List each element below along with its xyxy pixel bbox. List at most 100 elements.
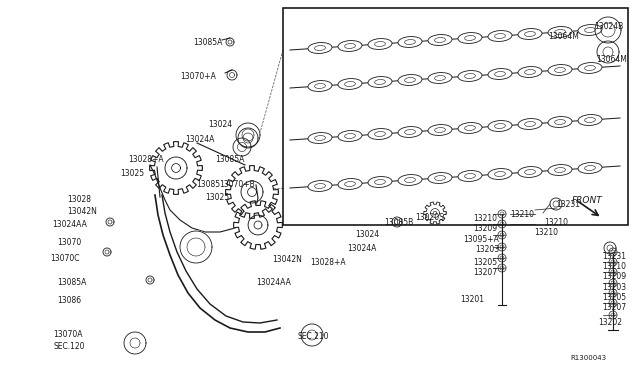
- Ellipse shape: [338, 131, 362, 141]
- Text: 13028+A: 13028+A: [128, 155, 164, 164]
- Text: 13205: 13205: [602, 293, 626, 302]
- Text: 13024B: 13024B: [594, 22, 623, 31]
- Polygon shape: [597, 41, 619, 63]
- Text: 13025: 13025: [205, 193, 229, 202]
- Text: 13231: 13231: [556, 200, 580, 209]
- Polygon shape: [609, 311, 617, 319]
- Ellipse shape: [548, 64, 572, 76]
- Text: 13070+A: 13070+A: [180, 72, 216, 81]
- Text: 13086: 13086: [57, 296, 81, 305]
- Ellipse shape: [428, 125, 452, 135]
- Ellipse shape: [548, 26, 572, 38]
- Ellipse shape: [458, 122, 482, 134]
- Ellipse shape: [488, 68, 512, 80]
- Ellipse shape: [308, 42, 332, 54]
- Ellipse shape: [368, 129, 392, 140]
- Text: 13085A: 13085A: [57, 278, 86, 287]
- Ellipse shape: [578, 163, 602, 173]
- Ellipse shape: [368, 39, 392, 49]
- Polygon shape: [550, 198, 562, 210]
- Text: 13025: 13025: [120, 169, 144, 178]
- Text: 13070: 13070: [57, 238, 81, 247]
- Polygon shape: [146, 276, 154, 284]
- Polygon shape: [498, 264, 506, 272]
- Polygon shape: [180, 231, 212, 263]
- Polygon shape: [609, 258, 617, 266]
- Polygon shape: [238, 128, 258, 148]
- Ellipse shape: [398, 126, 422, 138]
- Ellipse shape: [368, 77, 392, 87]
- Text: 13231: 13231: [602, 252, 626, 261]
- Polygon shape: [424, 202, 446, 224]
- Ellipse shape: [518, 119, 542, 129]
- Text: 13070+B: 13070+B: [219, 180, 255, 189]
- Polygon shape: [498, 243, 506, 251]
- Ellipse shape: [308, 132, 332, 144]
- Text: 13070A: 13070A: [53, 330, 83, 339]
- Ellipse shape: [458, 32, 482, 44]
- Text: 13085A: 13085A: [193, 38, 222, 47]
- Polygon shape: [498, 231, 506, 239]
- Text: 13028: 13028: [67, 195, 91, 204]
- Text: 13042N: 13042N: [67, 207, 97, 216]
- Ellipse shape: [488, 121, 512, 131]
- Ellipse shape: [338, 78, 362, 89]
- Ellipse shape: [548, 164, 572, 176]
- Text: 13095+A: 13095+A: [463, 235, 499, 244]
- Polygon shape: [124, 332, 146, 354]
- Text: 13201: 13201: [460, 295, 484, 304]
- Text: 13024AA: 13024AA: [256, 278, 291, 287]
- Ellipse shape: [398, 74, 422, 86]
- Polygon shape: [226, 166, 278, 218]
- Bar: [283, 8, 628, 225]
- Text: 13024A: 13024A: [185, 135, 214, 144]
- Text: 13210: 13210: [534, 228, 558, 237]
- Ellipse shape: [308, 180, 332, 192]
- Ellipse shape: [488, 31, 512, 41]
- Ellipse shape: [458, 170, 482, 182]
- Polygon shape: [609, 248, 617, 256]
- Ellipse shape: [578, 115, 602, 125]
- Ellipse shape: [428, 73, 452, 83]
- Text: 13024: 13024: [355, 230, 379, 239]
- Text: FRONT: FRONT: [572, 196, 603, 205]
- Ellipse shape: [578, 25, 602, 35]
- Text: 13024AA: 13024AA: [52, 220, 87, 229]
- Ellipse shape: [428, 35, 452, 45]
- Text: 13209: 13209: [602, 272, 626, 281]
- Text: 13085B: 13085B: [384, 218, 413, 227]
- Ellipse shape: [518, 67, 542, 77]
- Polygon shape: [609, 279, 617, 287]
- Ellipse shape: [428, 173, 452, 183]
- Polygon shape: [227, 70, 237, 80]
- Ellipse shape: [578, 62, 602, 73]
- Text: 13210: 13210: [510, 210, 534, 219]
- Ellipse shape: [338, 41, 362, 51]
- Text: 13085A: 13085A: [215, 155, 244, 164]
- Polygon shape: [392, 217, 402, 227]
- Polygon shape: [498, 220, 506, 228]
- Text: 13024: 13024: [208, 120, 232, 129]
- Polygon shape: [234, 201, 282, 249]
- Polygon shape: [498, 210, 506, 218]
- Polygon shape: [233, 138, 251, 156]
- Ellipse shape: [548, 116, 572, 128]
- Ellipse shape: [518, 29, 542, 39]
- Polygon shape: [236, 123, 260, 147]
- Text: 13207: 13207: [602, 303, 626, 312]
- Polygon shape: [301, 324, 323, 346]
- Ellipse shape: [368, 177, 392, 187]
- Text: 13209: 13209: [473, 224, 497, 233]
- Ellipse shape: [338, 179, 362, 189]
- Text: 13064M: 13064M: [548, 32, 579, 41]
- Text: R1300043: R1300043: [570, 355, 606, 361]
- Text: 13202: 13202: [598, 318, 622, 327]
- Text: 13207: 13207: [473, 268, 497, 277]
- Polygon shape: [609, 299, 617, 307]
- Ellipse shape: [458, 71, 482, 81]
- Text: 13024A: 13024A: [347, 244, 376, 253]
- Text: 13028+A: 13028+A: [310, 258, 346, 267]
- Polygon shape: [595, 17, 621, 43]
- Text: 13042N: 13042N: [272, 255, 302, 264]
- Ellipse shape: [398, 174, 422, 186]
